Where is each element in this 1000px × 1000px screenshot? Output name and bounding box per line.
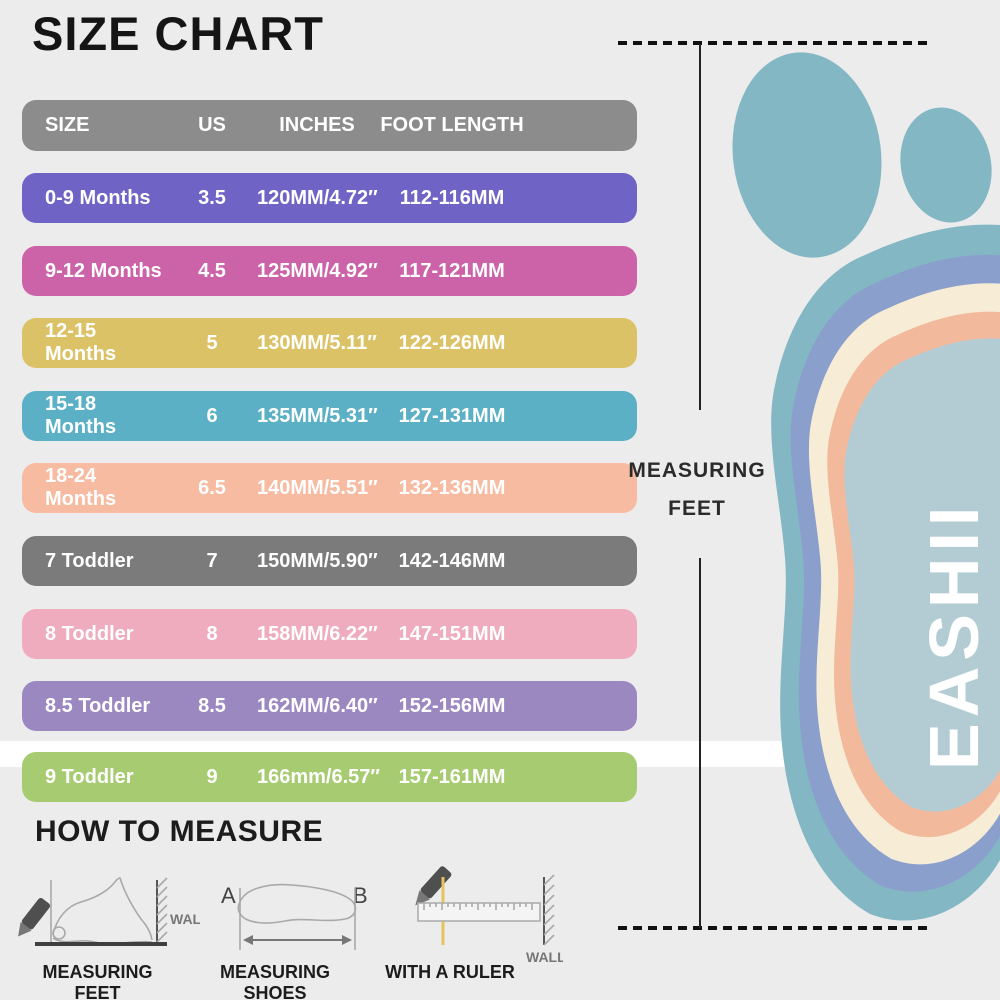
point-b-label: B [353,883,368,908]
ruler-ticks [423,903,533,910]
measuring-feet-figure: WALL [18,877,200,946]
table-header-row: SIZE US INCHES FOOT LENGTH [22,100,637,151]
inches-cell: 125MM/4.92″ [257,259,378,282]
vertical-measure-line-lower [699,558,701,928]
wall-label: WALL [526,949,563,965]
size-cell: 9-12 Months [45,259,162,282]
inches-cell: 130MM/5.11″ [257,331,377,354]
table-row: 18-24 Months 6.5 140MM/5.51″ 132-136MM [22,463,637,513]
foot-length-cell: 152-156MM [398,694,506,717]
wall-hatching [156,877,168,943]
inches-cell: 162MM/6.40″ [257,694,378,717]
how-to-measure-heading: HOW TO MEASURE [35,815,324,848]
size-cell: 15-18 Months [45,393,117,438]
us-cell: 7 [206,549,218,572]
header-us: US [198,114,226,136]
brand-vertical-text: EASHII [915,501,993,770]
page-title: SIZE CHART [32,7,324,60]
us-cell: 5 [206,331,218,354]
pencil-icon [18,897,51,937]
ruler-body [417,902,541,922]
size-cell: 7 Toddler [45,549,134,572]
size-cell: 0-9 Months [45,186,151,209]
inches-cell: 135MM/5.31″ [257,404,378,427]
header-inches: INCHES [279,114,355,136]
foot-length-cell: 147-151MM [398,622,506,645]
table-row: 9 Toddler 9 166mm/6.57″ 157-161MM [22,752,637,802]
foot-length-cell: 142-146MM [398,549,506,572]
us-cell: 3.5 [198,186,226,209]
inches-cell: 158MM/6.22″ [257,622,378,645]
figure-label-with-a-ruler: WITH A RULER [385,962,515,982]
floor-baseline [35,942,167,946]
us-cell: 8.5 [198,694,226,717]
foot-sketch [52,877,153,945]
table-row: 8.5 Toddler 8.5 162MM/6.40″ 152-156MM [22,681,637,731]
top-dashed-line [618,41,932,45]
size-cell: 8.5 Toddler [45,694,151,717]
bottom-dashed-line [618,926,932,930]
foot-length-cell: 112-116MM [399,186,505,209]
size-cell: 9 Toddler [45,765,134,788]
toe-curl-sketch [52,926,66,940]
vertical-measure-line-upper [699,44,701,410]
table-row: 0-9 Months 3.5 120MM/4.72″ 112-116MM [22,173,637,223]
table-row: 15-18 Months 6 135MM/5.31″ 127-131MM [22,391,637,441]
foot-length-cell: 117-121MM [399,259,505,282]
big-toe-shape [732,52,882,258]
foot-illustration: EASHII [732,52,1000,921]
shoe-sole-sketch [237,883,357,924]
length-arrow [243,935,352,945]
figure-label-measuring-shoes: MEASURING SHOES [219,962,330,1000]
size-cell: 12-15 Months [45,320,117,365]
pencil-icon [415,866,452,906]
measuring-feet-label-line1: MEASURING [628,459,766,482]
point-a-label: A [221,883,236,908]
foot-length-cell: 157-161MM [398,765,506,788]
table-row: 8 Toddler 8 158MM/6.22″ 147-151MM [22,609,637,659]
wall-hatching [543,874,555,946]
us-cell: 4.5 [198,259,226,282]
table-row: 12-15 Months 5 130MM/5.11″ 122-126MM [22,318,637,368]
us-cell: 6.5 [198,476,226,499]
table-row: 9-12 Months 4.5 125MM/4.92″ 117-121MM [22,246,637,296]
figure-label-measuring-feet: MEASURING FEET [42,962,153,1000]
us-cell: 8 [206,622,218,645]
foot-length-cell: 127-131MM [398,404,506,427]
inches-cell: 150MM/5.90″ [257,549,378,572]
measuring-feet-label-line2: FEET [668,497,726,520]
measuring-feet-label: MEASURING FEET [622,452,772,528]
inches-cell: 166mm/6.57″ [257,765,380,788]
us-cell: 9 [206,765,218,788]
wall-label: WALL [170,911,200,927]
table-row: 7 Toddler 7 150MM/5.90″ 142-146MM [22,536,637,586]
ruler-figure: WALL [415,866,563,965]
us-cell: 6 [206,404,218,427]
measuring-shoes-figure: A B [221,883,368,950]
size-cell: 8 Toddler [45,622,134,645]
foot-length-cell: 122-126MM [398,331,506,354]
foot-length-cell: 132-136MM [398,476,506,499]
inches-cell: 120MM/4.72″ [257,186,378,209]
inches-cell: 140MM/5.51″ [257,476,378,499]
header-foot-length: FOOT LENGTH [380,114,524,136]
second-toe-shape [900,107,992,223]
header-size: SIZE [45,114,90,136]
size-cell: 18-24 Months [45,465,117,510]
